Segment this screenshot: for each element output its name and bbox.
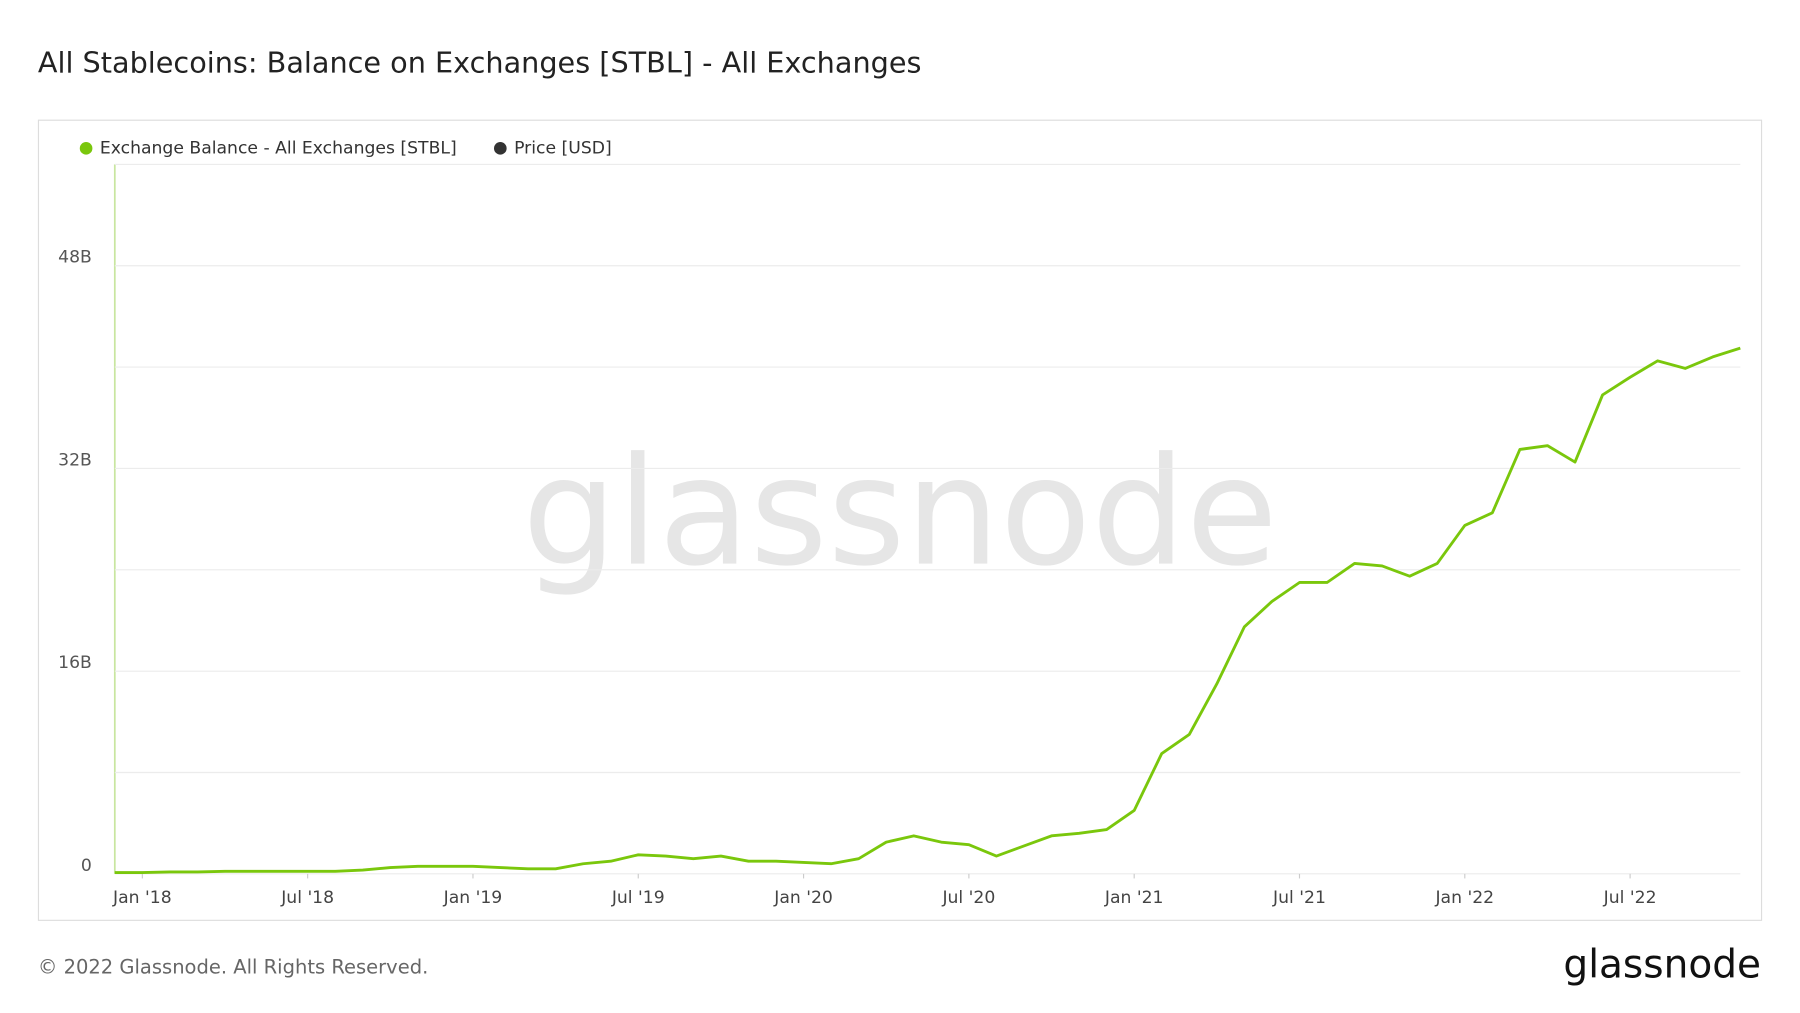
- logo: glassnode: [1563, 942, 1761, 987]
- y-tick-label: 32B: [58, 450, 92, 470]
- y-tick-label: 0: [81, 856, 92, 876]
- x-tick-label: Jul '22: [1603, 888, 1657, 908]
- footer: © 2022 Glassnode. All Rights Reserved.: [38, 955, 428, 978]
- y-tick-label: 16B: [58, 653, 92, 673]
- x-tick-label: Jul '19: [611, 888, 665, 908]
- x-tick-label: Jul '18: [280, 888, 334, 908]
- x-tick-label: Jan '22: [1434, 888, 1494, 908]
- y-tick-label: 48B: [58, 248, 92, 268]
- x-tick-label: Jul '21: [1272, 888, 1326, 908]
- legend-marker: [79, 142, 93, 155]
- legend-label: Price [USD]: [514, 138, 612, 158]
- legend-marker: [493, 142, 507, 155]
- x-tick-label: Jan '21: [1104, 888, 1164, 908]
- line-series: [114, 346, 1741, 875]
- chart-title: All Stablecoins: Balance on Exchanges [S…: [38, 46, 922, 80]
- watermark: glassnode: [522, 426, 1277, 600]
- legend-label: Exchange Balance - All Exchanges [STBL]: [100, 138, 457, 158]
- x-tick-label: Jan '19: [443, 888, 503, 908]
- x-tick-label: Jul '20: [941, 888, 995, 908]
- x-tick-label: Jan '20: [773, 888, 833, 908]
- chart-frame: [37, 119, 1763, 921]
- x-tick-label: Jan '18: [112, 888, 172, 908]
